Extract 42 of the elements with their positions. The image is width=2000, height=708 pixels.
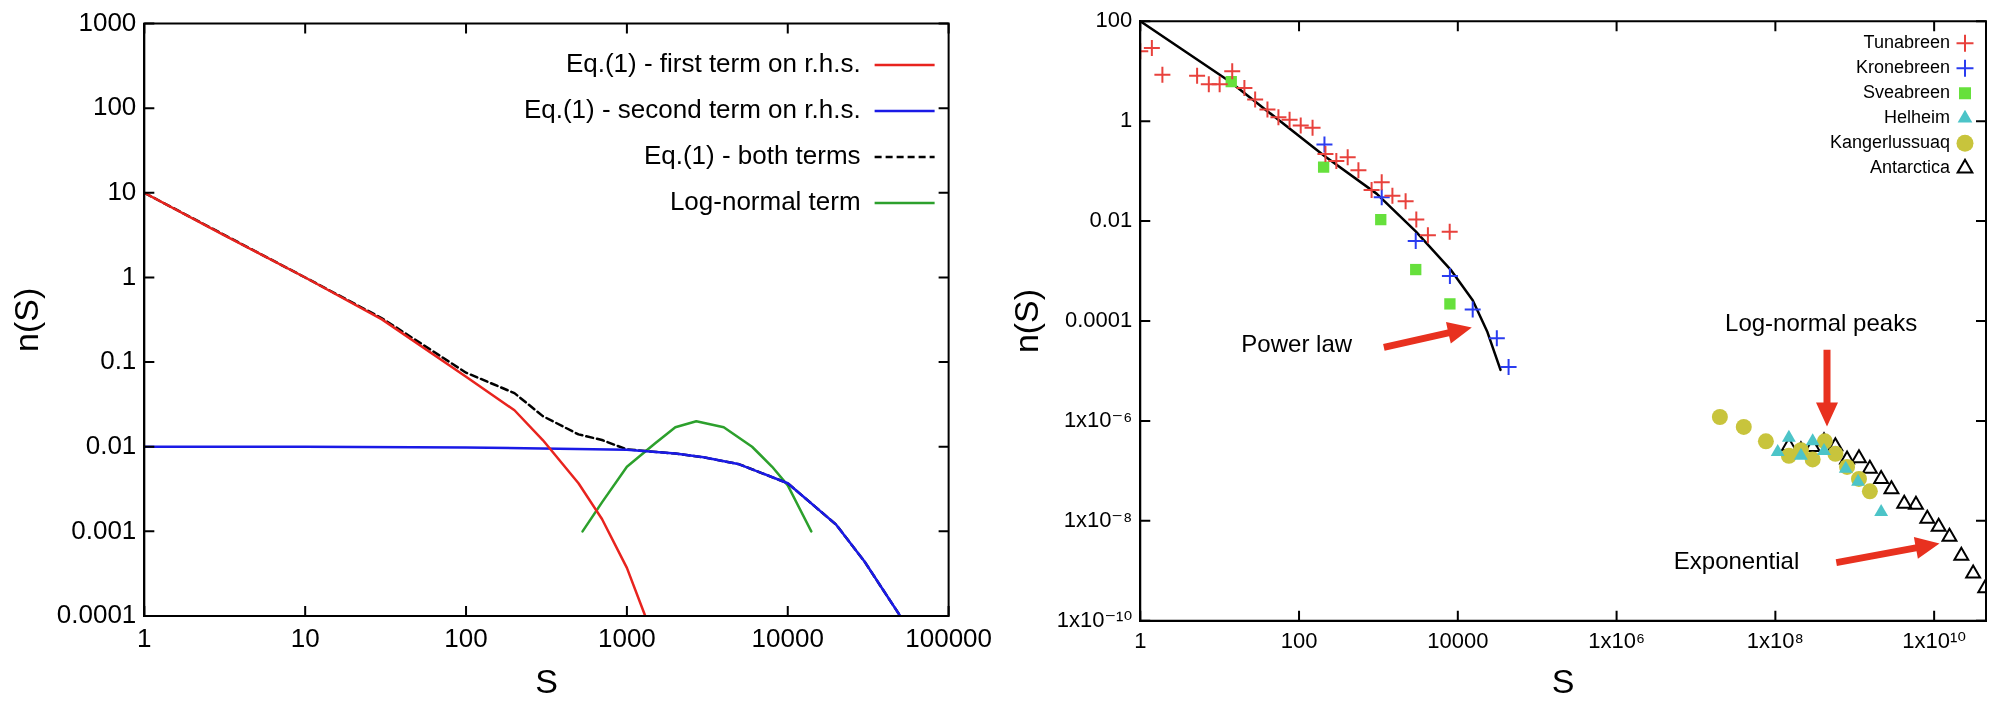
y-tick-label: 1 <box>121 260 137 291</box>
y-tick-label: 1x10⁻⁸ <box>1063 506 1133 532</box>
legend-label: Kangerlussuaq <box>1829 132 1950 153</box>
x-tick-label: 1000 <box>597 622 656 653</box>
y-tick-label: 0.1 <box>100 345 137 376</box>
x-axis-title: S <box>1551 661 1575 700</box>
y-tick-label: 0.01 <box>85 429 137 460</box>
y-tick-label: 100 <box>92 91 137 122</box>
y-tick-label: 1 <box>1120 107 1133 133</box>
x-tick-label: 1x10⁸ <box>1746 628 1804 654</box>
x-tick-label: 1x10¹⁰ <box>1902 628 1967 654</box>
legend-label: Eq.(1) - first term on r.h.s. <box>565 48 861 79</box>
y-tick-label: 1x10⁻⁶ <box>1063 407 1133 432</box>
legend-label: Helheim <box>1883 107 1950 128</box>
y-axis-title: n(S) <box>6 287 45 352</box>
legend-label: Antarctica <box>1869 157 1951 178</box>
y-tick-label: 100 <box>1095 7 1133 33</box>
legend-label: Sveabreen <box>1862 82 1950 103</box>
y-axis-title: n(S) <box>1006 288 1045 354</box>
x-tick-label: 100 <box>444 622 488 653</box>
y-tick-label: 0.01 <box>1089 207 1133 233</box>
y-tick-label: 0.001 <box>71 514 137 545</box>
annotation: Power law <box>1241 329 1353 357</box>
x-axis-title: S <box>535 661 558 700</box>
legend-label: Log-normal term <box>669 186 861 217</box>
y-tick-label: 0.0001 <box>1064 307 1133 333</box>
y-tick-label: 0.0001 <box>56 599 137 630</box>
legend-label: Kronebreen <box>1855 57 1950 78</box>
x-tick-label: 10 <box>290 622 320 653</box>
y-tick-label: 1x10⁻¹⁰ <box>1056 606 1133 632</box>
x-tick-label: 10000 <box>751 622 824 653</box>
x-tick-label: 100000 <box>905 622 992 653</box>
legend-label: Eq.(1) - second term on r.h.s. <box>523 94 861 125</box>
legend-label: Eq.(1) - both terms <box>643 140 861 171</box>
y-tick-label: 1000 <box>78 6 137 37</box>
y-tick-label: 10 <box>107 176 137 207</box>
annotation: Exponential <box>1673 547 1800 575</box>
legend-label: Tunabreen <box>1863 32 1950 53</box>
x-tick-label: 100 <box>1280 628 1318 654</box>
x-tick-label: 1x10⁶ <box>1588 628 1645 654</box>
x-tick-label: 10000 <box>1427 628 1489 654</box>
annotation: Log-normal peaks <box>1725 308 1918 336</box>
